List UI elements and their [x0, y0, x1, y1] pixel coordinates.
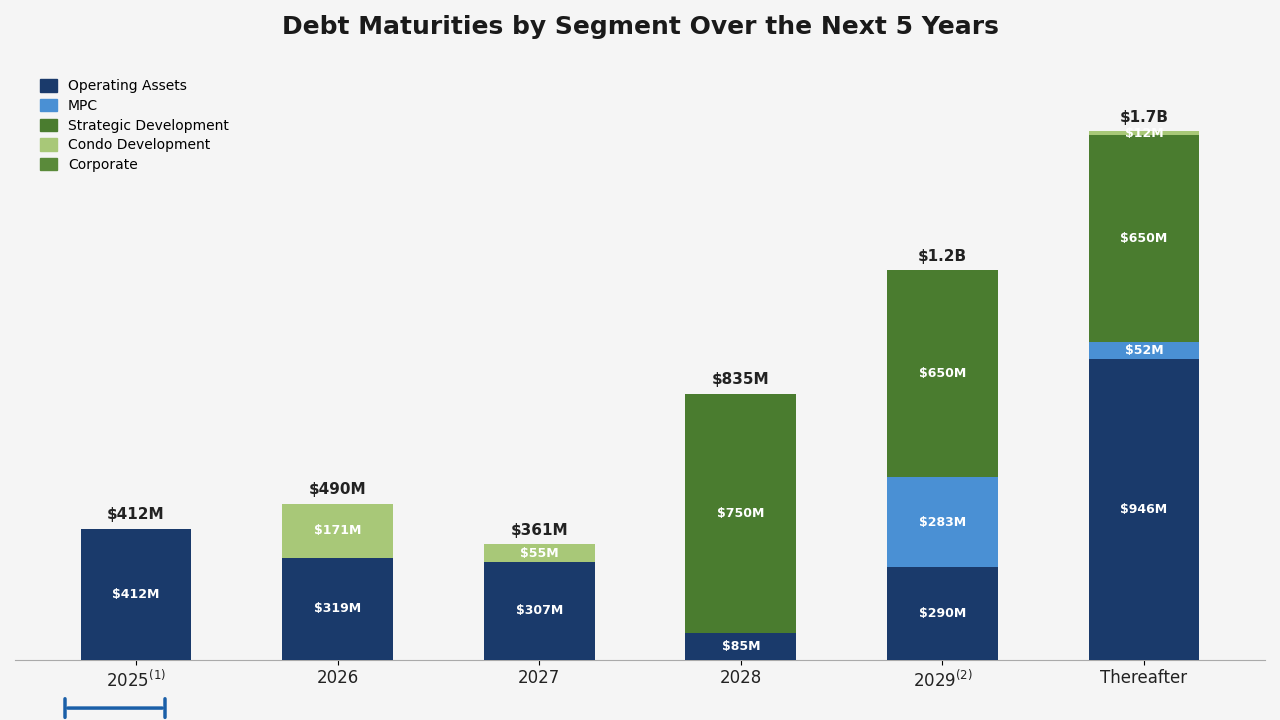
Text: $1.7B: $1.7B	[1120, 110, 1169, 125]
Bar	[282, 504, 393, 558]
Bar	[685, 633, 796, 660]
Text: $650M: $650M	[919, 367, 966, 380]
Bar	[1088, 131, 1199, 135]
Text: $490M: $490M	[308, 482, 366, 498]
Title: Debt Maturities by Segment Over the Next 5 Years: Debt Maturities by Segment Over the Next…	[282, 15, 998, 39]
Bar	[1088, 135, 1199, 342]
Bar	[484, 544, 595, 562]
Legend: Operating Assets, MPC, Strategic Development, Condo Development, Corporate: Operating Assets, MPC, Strategic Develop…	[35, 74, 234, 177]
Text: $290M: $290M	[919, 607, 966, 620]
Text: $412M: $412M	[108, 507, 165, 522]
Text: $650M: $650M	[1120, 232, 1167, 245]
Bar	[1088, 342, 1199, 359]
Text: $412M: $412M	[113, 588, 160, 600]
Text: $52M: $52M	[1125, 343, 1164, 356]
Text: $85M: $85M	[722, 639, 760, 652]
Text: $171M: $171M	[314, 524, 361, 537]
Bar	[282, 558, 393, 660]
Text: $307M: $307M	[516, 604, 563, 617]
Text: $12M: $12M	[1125, 127, 1164, 140]
Bar	[887, 477, 998, 567]
Bar	[1088, 359, 1199, 660]
Text: $283M: $283M	[919, 516, 966, 528]
Text: $1.2B: $1.2B	[918, 249, 966, 264]
Bar	[887, 567, 998, 660]
Bar	[887, 270, 998, 477]
Text: $361M: $361M	[511, 523, 568, 538]
Text: $946M: $946M	[1120, 503, 1167, 516]
Bar	[685, 394, 796, 633]
Bar	[484, 562, 595, 660]
Text: $835M: $835M	[712, 372, 769, 387]
Bar	[81, 528, 192, 660]
Text: $55M: $55M	[520, 546, 558, 559]
Text: $319M: $319M	[314, 603, 361, 616]
Text: $750M: $750M	[717, 507, 764, 520]
